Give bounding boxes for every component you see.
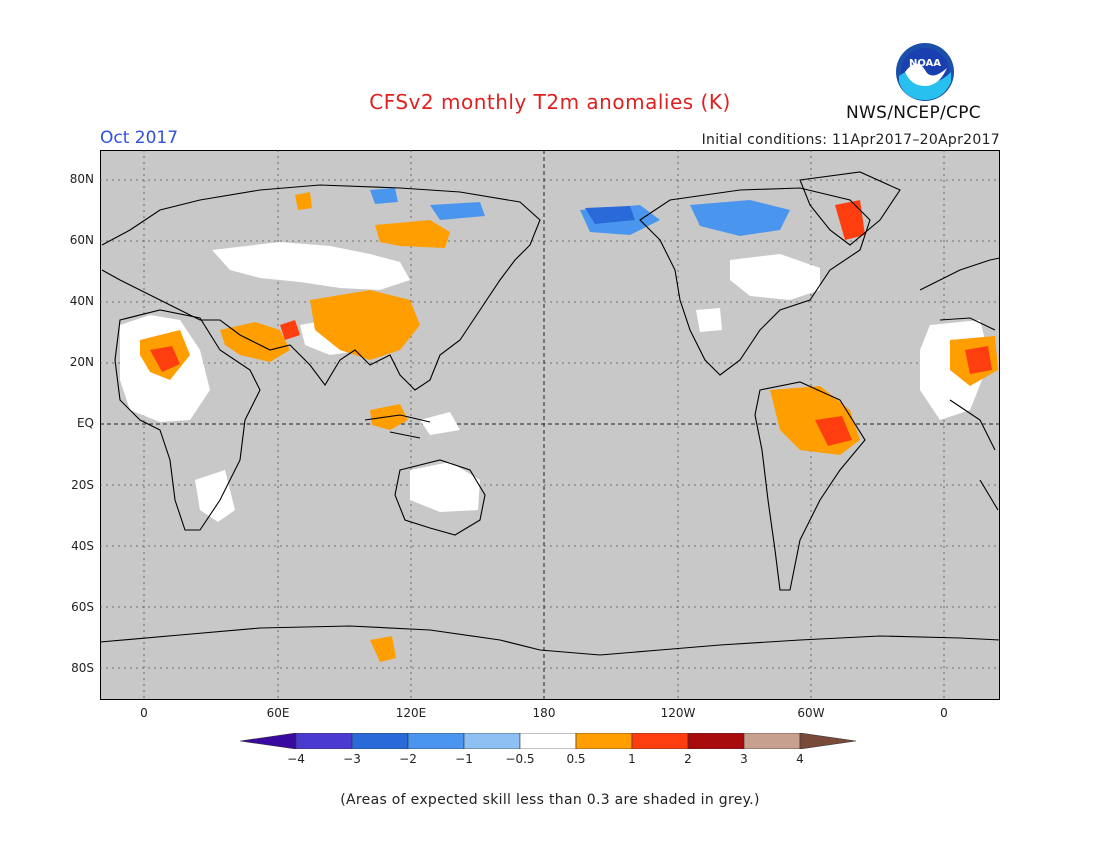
colorbar-segment — [407, 733, 465, 749]
lat-label: 80S — [71, 661, 94, 675]
colorbar-segment — [799, 733, 857, 749]
chart-title: CFSv2 monthly T2m anomalies (K) — [369, 90, 731, 114]
colorbar-tick-label: −1 — [455, 752, 473, 766]
colorbar-segment — [351, 733, 409, 749]
warm-anomaly-regions — [140, 192, 998, 662]
lon-label: 120W — [660, 706, 696, 720]
initial-conditions: Initial conditions: 11Apr2017–20Apr2017 — [701, 132, 1000, 148]
lon-label: 0 — [140, 706, 148, 720]
colorbar-tick-label: −3 — [343, 752, 361, 766]
noaa-logo-icon: NOAA — [896, 43, 954, 101]
colorbar-tick-label: 2 — [684, 752, 692, 766]
lon-label: 60E — [266, 706, 290, 720]
lat-label: 60N — [69, 233, 94, 247]
colorbar-segment — [519, 733, 577, 749]
colorbar-segment — [463, 733, 521, 749]
colorbar-tick-label: 4 — [796, 752, 804, 766]
colorbar-segment — [295, 733, 353, 749]
color-bar — [240, 733, 857, 749]
coastlines — [100, 171, 1000, 656]
lat-label: 60S — [71, 600, 94, 614]
anomaly-map — [100, 150, 1000, 700]
lat-label: 40S — [71, 539, 94, 553]
colorbar-segment — [631, 733, 689, 749]
colorbar-tick-label: −2 — [399, 752, 417, 766]
colorbar-segment — [575, 733, 633, 749]
colorbar-tick-label: 1 — [628, 752, 636, 766]
colorbar-segment — [743, 733, 801, 749]
lon-label: 60W — [797, 706, 825, 720]
lon-label: 0 — [940, 706, 948, 720]
colorbar-tick-label: −4 — [287, 752, 305, 766]
lat-label: 20S — [71, 478, 94, 492]
colorbar-segment — [687, 733, 745, 749]
strong-cold-anomaly-regions — [585, 206, 635, 224]
lon-label: 180 — [532, 706, 556, 720]
lon-label: 120E — [395, 706, 427, 720]
agency-label: NWS/NCEP/CPC — [846, 103, 981, 123]
lat-label: EQ — [76, 416, 94, 430]
colorbar-tick-label: 0.5 — [566, 752, 586, 766]
forecast-month: Oct 2017 — [100, 128, 179, 148]
strong-warm-anomaly-regions — [150, 200, 992, 446]
svg-text:NOAA: NOAA — [909, 58, 941, 69]
lat-label: 20N — [69, 355, 94, 369]
lat-label: 40N — [69, 294, 94, 308]
colorbar-segment — [240, 733, 297, 749]
colorbar-tick-label: −0.5 — [505, 752, 535, 766]
colorbar-tick-label: 3 — [740, 752, 748, 766]
lat-label: 80N — [69, 172, 94, 186]
footnote: (Areas of expected skill less than 0.3 a… — [340, 792, 760, 808]
